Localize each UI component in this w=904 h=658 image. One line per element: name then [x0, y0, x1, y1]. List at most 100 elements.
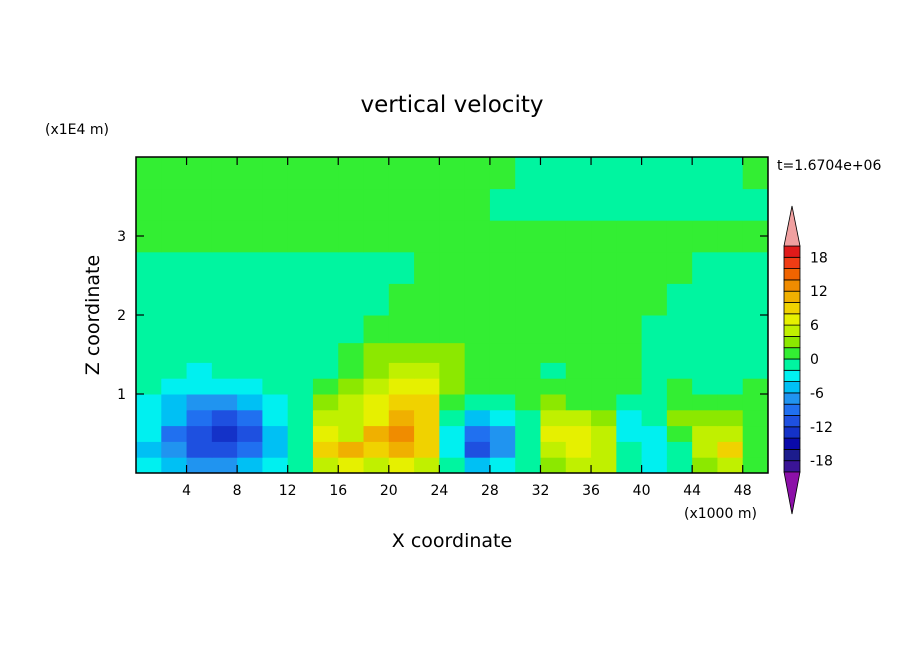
x-tick-label: 12	[279, 483, 297, 499]
field-cell	[211, 378, 238, 395]
field-cell	[136, 362, 162, 379]
field-cell	[540, 425, 567, 442]
colorbar-box	[783, 369, 801, 382]
field-cell	[186, 251, 213, 284]
field-cell	[717, 457, 744, 474]
field-cell	[692, 283, 718, 316]
y-tick-label: 3	[117, 229, 126, 245]
field-cell	[742, 409, 769, 427]
field-cell	[439, 283, 466, 316]
field-cell	[161, 157, 188, 190]
field-cell	[641, 441, 668, 458]
field-cell	[616, 315, 643, 344]
field-cell	[464, 220, 491, 253]
field-cell	[211, 157, 238, 190]
x-tick-label: 16	[329, 483, 347, 499]
field-cell	[540, 457, 567, 474]
field-cell	[641, 409, 668, 427]
field-cell	[464, 251, 491, 284]
field-cell	[363, 342, 390, 363]
field-cell	[565, 342, 592, 363]
field-cell	[287, 409, 314, 427]
colorbar-box	[783, 415, 801, 428]
field-cell	[666, 362, 693, 379]
field-cell	[464, 157, 491, 190]
field-cell	[388, 251, 415, 284]
colorbar-box	[783, 460, 801, 473]
field-cell	[717, 188, 744, 221]
field-cell	[136, 342, 162, 363]
field-cell	[287, 157, 314, 190]
field-cell	[161, 378, 188, 395]
field-cell	[363, 220, 390, 253]
field-cell	[186, 283, 213, 316]
field-cell	[161, 188, 188, 221]
field-cell	[186, 409, 213, 427]
field-cell	[414, 157, 440, 190]
field-cell	[363, 315, 390, 344]
field-cell	[717, 251, 744, 284]
field-cell	[211, 457, 238, 474]
field-cell	[136, 283, 162, 316]
x-tick-label: 28	[481, 483, 499, 499]
field-cell	[515, 342, 541, 363]
field-cell	[464, 425, 491, 442]
field-cell	[186, 441, 213, 458]
field-cell	[666, 157, 693, 190]
field-cell	[136, 441, 162, 458]
field-cell	[666, 409, 693, 427]
field-cell	[515, 315, 541, 344]
field-cell	[692, 394, 718, 411]
field-cell	[464, 315, 491, 344]
field-cell	[211, 220, 238, 253]
field-cell	[742, 441, 769, 458]
colorbar-under	[783, 471, 801, 515]
field-cell	[161, 315, 188, 344]
field-cell	[161, 283, 188, 316]
field-cell	[388, 188, 415, 221]
field-cell	[565, 283, 592, 316]
field-cell	[616, 441, 643, 458]
colorbar-box	[783, 347, 801, 360]
field-cell	[338, 315, 365, 344]
field-cell	[489, 441, 516, 458]
field-cell	[262, 157, 289, 190]
colorbar-box	[783, 381, 801, 394]
field-cell	[666, 188, 693, 221]
x-tick-label: 20	[380, 483, 398, 499]
colorbar-over	[783, 205, 801, 247]
field-cell	[591, 188, 617, 221]
field-cell	[666, 441, 693, 458]
field-cell	[439, 251, 466, 284]
field-cell	[388, 315, 415, 344]
field-cell	[161, 457, 188, 474]
x-tick-label: 48	[734, 483, 752, 499]
field-cell	[363, 157, 390, 190]
field-cell	[641, 157, 668, 190]
field-cell	[338, 425, 365, 442]
field-cell	[464, 457, 491, 474]
field-cell	[388, 441, 415, 458]
field-cell	[540, 342, 567, 363]
field-cell	[641, 394, 668, 411]
field-cell	[388, 342, 415, 363]
field-cell	[464, 362, 491, 379]
field-cell	[439, 425, 466, 442]
field-cell	[312, 220, 339, 253]
field-cell	[515, 409, 541, 427]
field-cell	[591, 425, 617, 442]
field-cell	[388, 157, 415, 190]
field-cell	[287, 220, 314, 253]
field-cell	[565, 188, 592, 221]
field-cell	[388, 457, 415, 474]
field-cell	[742, 394, 769, 411]
field-cell	[616, 188, 643, 221]
field-cell	[489, 378, 516, 395]
field-cell	[363, 457, 390, 474]
colorbar-box	[783, 324, 801, 337]
field-cell	[312, 441, 339, 458]
field-cell	[692, 362, 718, 379]
field-cell	[742, 362, 769, 379]
field-cell	[237, 315, 263, 344]
